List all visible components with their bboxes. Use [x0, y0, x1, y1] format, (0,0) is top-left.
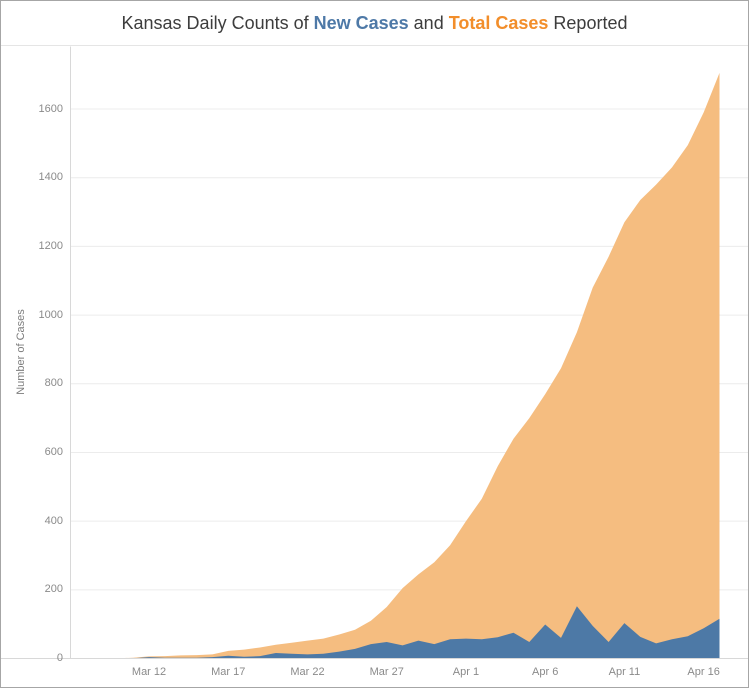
x-tick-label: Mar 17 — [211, 666, 246, 678]
y-tick-label: 1000 — [38, 308, 63, 321]
title-new-cases-label: New Cases — [313, 12, 409, 33]
y-tick-label: 200 — [44, 583, 63, 596]
y-tick-label: 800 — [44, 377, 63, 390]
x-tick-label: Apr 1 — [452, 666, 480, 678]
new-cases-area[interactable] — [101, 606, 720, 659]
x-tick-label: Mar 27 — [369, 666, 404, 678]
title-bar: Kansas Daily Counts of New Cases and Tot… — [1, 1, 748, 46]
x-tick-label: Mar 12 — [131, 666, 167, 678]
total-cases-area[interactable] — [101, 72, 720, 659]
y-tick-label: 1400 — [38, 171, 63, 184]
y-tick-label: 600 — [44, 445, 63, 458]
title-text-prefix: Kansas Daily Counts of — [121, 12, 314, 33]
x-tick-label: Apr 6 — [532, 666, 559, 678]
x-tick-label: Mar 22 — [290, 666, 325, 678]
title-text-suffix: Reported — [548, 12, 628, 33]
y-tick-label: 0 — [56, 652, 63, 664]
title-total-cases-label: Total Cases — [448, 12, 549, 33]
x-tick-label: Apr 11 — [608, 666, 641, 678]
y-tick-label: 400 — [44, 514, 63, 527]
y-tick-label: 1600 — [38, 102, 63, 115]
y-tick-label: 1200 — [38, 239, 63, 252]
title-text-connector: and — [408, 12, 449, 33]
x-tick-label: Apr 16 — [687, 666, 720, 678]
